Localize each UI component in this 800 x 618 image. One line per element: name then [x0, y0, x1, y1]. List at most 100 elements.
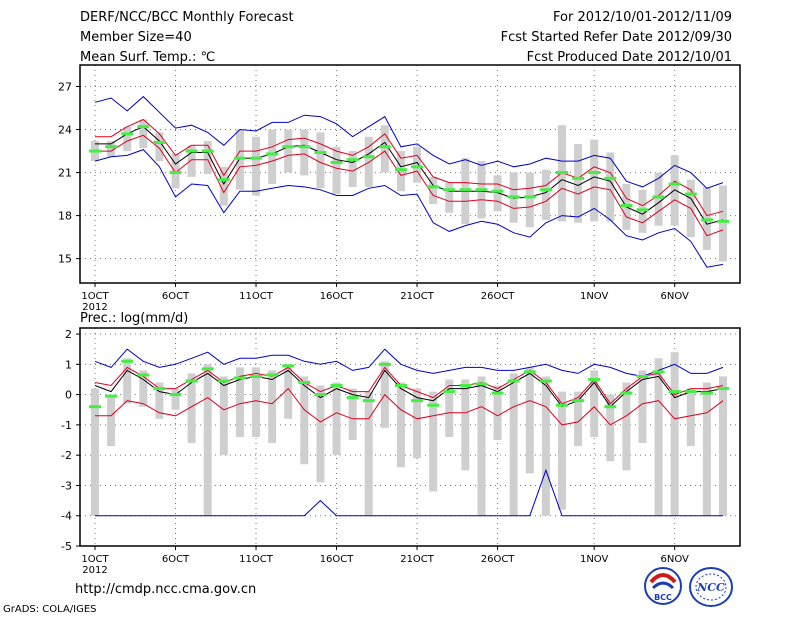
spread-box [268, 370, 277, 444]
obs-marker [169, 393, 182, 397]
obs-marker [169, 171, 182, 175]
spread-box [364, 136, 373, 187]
obs-marker [507, 379, 520, 383]
spread-box [606, 394, 615, 462]
spread-box [203, 141, 212, 174]
x-tick-label: 16OCT [320, 554, 355, 565]
spread-box [702, 382, 711, 516]
source-url[interactable]: http://cmdp.ncc.cma.gov.cn [75, 582, 257, 597]
spread-box [509, 373, 518, 516]
x-tick-label: 6OCT [162, 291, 190, 302]
spread-box [219, 166, 228, 206]
y-tick-label: 0 [65, 389, 72, 402]
obs-marker [314, 393, 327, 397]
spread-box [348, 388, 357, 441]
spread-box [461, 379, 470, 471]
obs-marker [330, 384, 343, 388]
spread-box [638, 370, 647, 444]
spread-box [493, 175, 502, 212]
spread-box [654, 358, 663, 516]
obs-marker [459, 188, 472, 192]
spread-box [107, 394, 116, 447]
obs-marker [717, 219, 729, 223]
obs-marker [443, 188, 456, 192]
obs-marker [330, 161, 343, 165]
y-tick-label: 21 [58, 167, 72, 180]
spread-box [654, 172, 663, 226]
obs-marker [250, 156, 263, 160]
max-envelope-line [94, 95, 724, 189]
obs-marker [89, 149, 101, 153]
obs-marker [539, 188, 552, 192]
spread-box [719, 185, 727, 262]
ncc-logo-text: NCC [696, 581, 725, 594]
ncc-logo-icon: NCC [689, 567, 733, 607]
spread-box [493, 385, 502, 441]
x-tick-label: 1NOV [580, 554, 609, 565]
y-tick-label: 15 [58, 253, 72, 266]
panel-title: Prec.: log(mm/d) [80, 311, 188, 326]
obs-marker [684, 192, 697, 196]
x-tick-label: 21OCT [400, 554, 435, 565]
spread-box [91, 388, 99, 516]
started-refer-date-label: Fcst Started Refer Date 2012/09/30 [500, 30, 732, 45]
obs-marker [572, 176, 585, 180]
spread-box [316, 385, 325, 483]
spread-box [429, 176, 438, 205]
spread-box [413, 388, 422, 459]
obs-marker [378, 145, 391, 149]
spread-box [590, 370, 599, 437]
min-envelope-line [95, 468, 723, 517]
obs-marker [475, 382, 488, 386]
obs-marker [652, 195, 665, 199]
obs-marker [250, 374, 263, 378]
obs-marker [282, 364, 295, 368]
obs-marker [668, 390, 681, 394]
spread-box [300, 376, 309, 465]
grads-credit: GrADS: COLA/IGES [3, 604, 97, 615]
plot-frame [79, 64, 741, 284]
y-tick-label: 1 [65, 358, 72, 371]
spread-box [187, 145, 196, 177]
obs-marker [411, 399, 424, 403]
obs-marker [523, 195, 536, 199]
y-tick-label: -4 [61, 510, 72, 523]
spread-box [123, 358, 132, 404]
spread-box [590, 139, 599, 222]
obs-marker [137, 125, 150, 129]
spread-box [380, 125, 389, 173]
obs-marker [233, 376, 246, 380]
lower-spread-line [95, 134, 724, 237]
obs-marker [201, 367, 214, 371]
spread-box [284, 364, 293, 419]
header-right: For 2012/10/01-2012/11/09 Fcst Started R… [501, 9, 732, 69]
obs-marker [185, 379, 198, 383]
obs-marker [427, 185, 440, 189]
spread-box [396, 382, 405, 468]
obs-marker [185, 149, 198, 153]
x-year-label: 2012 [82, 302, 107, 313]
obs-marker [105, 145, 118, 149]
spread-box [332, 146, 341, 195]
spread-box [445, 379, 454, 437]
obs-marker [636, 374, 649, 378]
obs-marker [684, 390, 697, 394]
obs-marker [652, 370, 665, 374]
x-tick-label: 6NOV [660, 554, 689, 565]
x-tick-label: 16OCT [320, 291, 355, 302]
obs-marker [314, 150, 327, 154]
spread-box [413, 146, 422, 183]
spread-box [219, 376, 228, 456]
x-tick-label: 1NOV [580, 291, 609, 302]
obs-marker [507, 195, 520, 199]
obs-marker [298, 381, 311, 384]
obs-marker [153, 140, 166, 144]
x-tick-label: 11OCT [239, 554, 274, 565]
x-tick-label: 6OCT [162, 554, 190, 565]
chart-title: DERF/NCC/BCC Monthly Forecast [80, 10, 294, 25]
spread-box [155, 132, 164, 162]
obs-marker [394, 168, 407, 172]
spread-box [139, 370, 148, 407]
spread-box [574, 143, 583, 223]
